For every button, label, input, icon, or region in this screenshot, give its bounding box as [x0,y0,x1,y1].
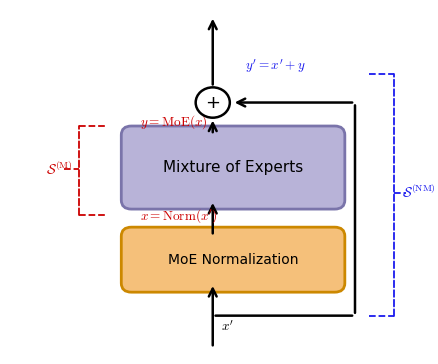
Text: $x = \mathrm{Norm}(x')$: $x = \mathrm{Norm}(x')$ [140,207,217,225]
Text: $+$: $+$ [205,94,220,111]
Text: MoE Normalization: MoE Normalization [168,253,298,267]
Text: Mixture of Experts: Mixture of Experts [163,160,303,175]
Text: $x'$: $x'$ [221,319,234,334]
FancyBboxPatch shape [121,227,345,292]
Text: $y = \mathrm{MoE}(x)$: $y = \mathrm{MoE}(x)$ [140,114,207,131]
Text: $\mathcal{S}^{\mathrm{(M)}}$: $\mathcal{S}^{\mathrm{(M)}}$ [46,161,73,178]
Text: $\mathcal{S}^{\mathrm{(NM)}}$: $\mathcal{S}^{\mathrm{(NM)}}$ [402,184,436,201]
FancyBboxPatch shape [121,126,345,209]
Text: $y' = x' + y$: $y' = x' + y$ [245,58,306,75]
